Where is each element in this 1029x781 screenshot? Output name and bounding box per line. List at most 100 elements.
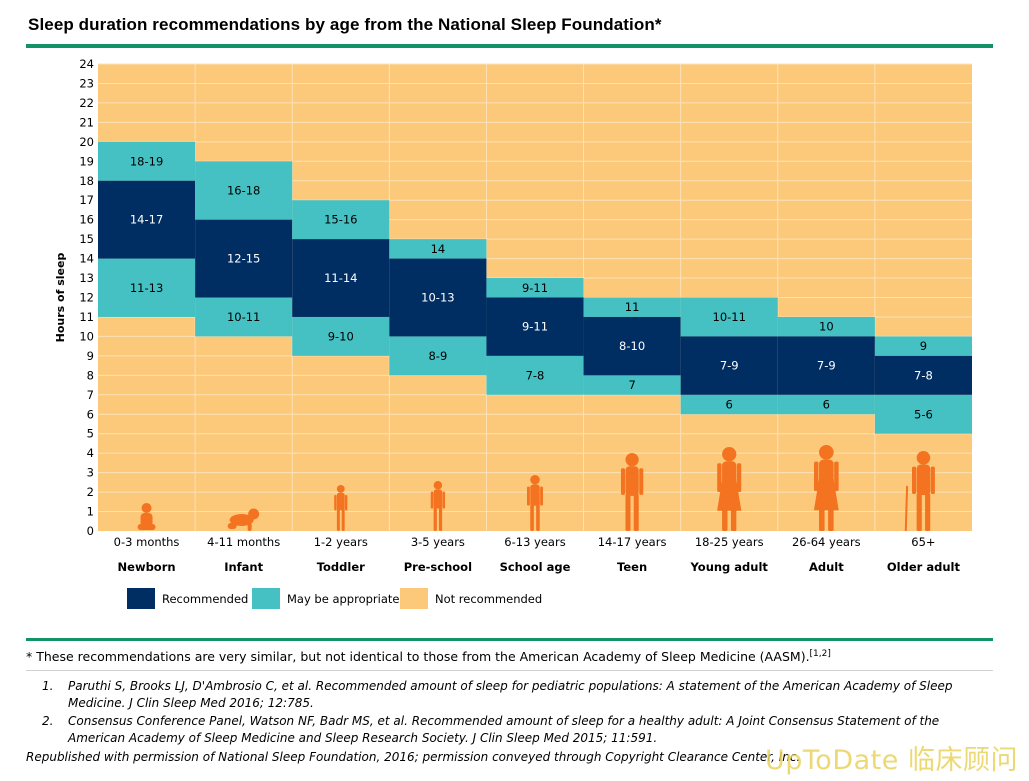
- figure-head: [819, 445, 834, 460]
- figure-head: [141, 503, 152, 513]
- y-tick-label: 2: [87, 485, 94, 499]
- y-tick-label: 7: [87, 388, 94, 402]
- y-tick-label: 22: [79, 96, 94, 110]
- y-tick-label: 3: [87, 466, 94, 480]
- figure-leg: [336, 508, 340, 531]
- school-age-figure: [526, 475, 544, 531]
- recommended-label: 11-14: [324, 271, 357, 285]
- figure-arm: [911, 466, 917, 494]
- age-group-name: Pre-school: [404, 560, 472, 574]
- appropriate-high-bar: [389, 239, 487, 259]
- figure-dress: [813, 479, 839, 511]
- legend-swatch-not-recommended: [400, 588, 428, 609]
- recommended-bar: [389, 258, 487, 337]
- y-tick-label: 0: [87, 524, 94, 538]
- age-range-label: 26-64 years: [792, 535, 861, 549]
- reference-item: 2. Consensus Conference Panel, Watson NF,…: [42, 714, 940, 745]
- appropriate-low-bar: [195, 297, 293, 337]
- preschool-figure: [430, 481, 446, 531]
- figure-arm: [717, 463, 722, 493]
- figure-torso: [625, 466, 639, 496]
- y-tick-label: 24: [79, 57, 94, 71]
- footnote: * These recommendations are very similar…: [26, 649, 831, 664]
- figure-head: [625, 453, 639, 467]
- y-tick-label: 12: [79, 291, 94, 305]
- y-tick-label: 10: [79, 329, 94, 343]
- figure-arm: [620, 468, 625, 495]
- figure-head: [722, 447, 737, 462]
- appropriate-low-bar: [777, 394, 875, 415]
- appropriate-high-bar: [486, 278, 584, 298]
- figure-cane: [904, 485, 909, 532]
- recommended-bar: [583, 316, 681, 376]
- figure-leg: [925, 493, 931, 531]
- recommended-label: 12-15: [227, 252, 260, 266]
- y-tick-label: 6: [87, 407, 94, 421]
- age-range-label: 3-5 years: [411, 535, 465, 549]
- y-tick-label: 9: [87, 349, 94, 363]
- appropriate-high-label: 10-11: [713, 310, 746, 324]
- figure-head: [433, 481, 443, 490]
- recommended-label: 8-10: [619, 339, 645, 353]
- figure-leg: [433, 506, 437, 531]
- figure-arm: [430, 491, 434, 509]
- y-tick-label: 11: [79, 310, 94, 324]
- age-group-column: 10 6 7-9: [777, 316, 875, 415]
- recommended-label: 9-11: [522, 320, 548, 334]
- age-group-column: 15-16 9-10 11-14: [292, 200, 390, 356]
- figure-arm: [814, 461, 819, 492]
- figure-leg: [438, 506, 443, 531]
- y-tick-label: 21: [79, 115, 94, 129]
- y-tick-label: 19: [79, 154, 94, 168]
- age-group-name: Toddler: [317, 560, 365, 574]
- y-tick-label: 4: [87, 446, 94, 460]
- y-tick-label: 18: [79, 174, 94, 188]
- y-tick-label: 20: [79, 135, 94, 149]
- recommended-bar: [98, 180, 196, 259]
- age-range-label: 1-2 years: [314, 535, 368, 549]
- age-group-column: 14 8-9 10-13: [389, 239, 487, 376]
- appropriate-high-bar: [583, 297, 681, 317]
- figure-torso: [229, 514, 254, 526]
- teen-figure: [620, 453, 644, 531]
- appropriate-high-bar: [777, 316, 875, 337]
- recommended-label: 7-9: [720, 359, 739, 373]
- figure-torso: [916, 464, 931, 495]
- age-range-label: 65+: [911, 535, 935, 549]
- footnote-divider: [26, 670, 993, 671]
- y-axis-label: Hours of sleep: [54, 253, 67, 343]
- figure-arm: [334, 494, 337, 511]
- figure-arm: [442, 491, 446, 509]
- appropriate-high-label: 15-16: [324, 213, 357, 227]
- age-group-name: School age: [500, 560, 571, 574]
- figure-torso: [530, 484, 540, 506]
- recommended-label: 14-17: [130, 213, 163, 227]
- legend-swatch-recommended: [127, 588, 155, 609]
- appropriate-low-label: 11-13: [130, 281, 163, 295]
- figure-leg: [341, 508, 345, 531]
- y-tick-label: 5: [87, 427, 94, 441]
- appropriate-low-label: 7-8: [526, 368, 545, 382]
- recommended-bar: [874, 355, 972, 395]
- figure-arm: [247, 523, 252, 531]
- figure-leg: [916, 493, 922, 531]
- appropriate-low-bar: [389, 336, 487, 376]
- appropriate-high-label: 16-18: [227, 183, 260, 197]
- recommended-bar: [680, 336, 778, 395]
- appropriate-low-label: 9-10: [328, 329, 354, 343]
- age-group-name: Young adult: [690, 560, 769, 574]
- age-group-name: Adult: [809, 560, 844, 574]
- figure-head: [336, 485, 345, 493]
- age-group-column: 16-18 10-11 12-15: [195, 161, 293, 337]
- age-range-label: 4-11 months: [207, 535, 280, 549]
- y-tick-label: 16: [79, 213, 94, 227]
- appropriate-low-label: 5-6: [914, 407, 933, 421]
- appropriate-low-label: 6: [823, 398, 830, 412]
- footnote-text: * These recommendations are very similar…: [26, 649, 810, 665]
- recommended-bar: [777, 336, 875, 395]
- appropriate-low-bar: [486, 355, 584, 395]
- age-group-name: Teen: [617, 560, 647, 574]
- age-group-column: 10-11 6 7-9: [680, 297, 778, 415]
- appropriate-high-bar: [292, 200, 390, 240]
- age-group-name: Newborn: [118, 560, 176, 574]
